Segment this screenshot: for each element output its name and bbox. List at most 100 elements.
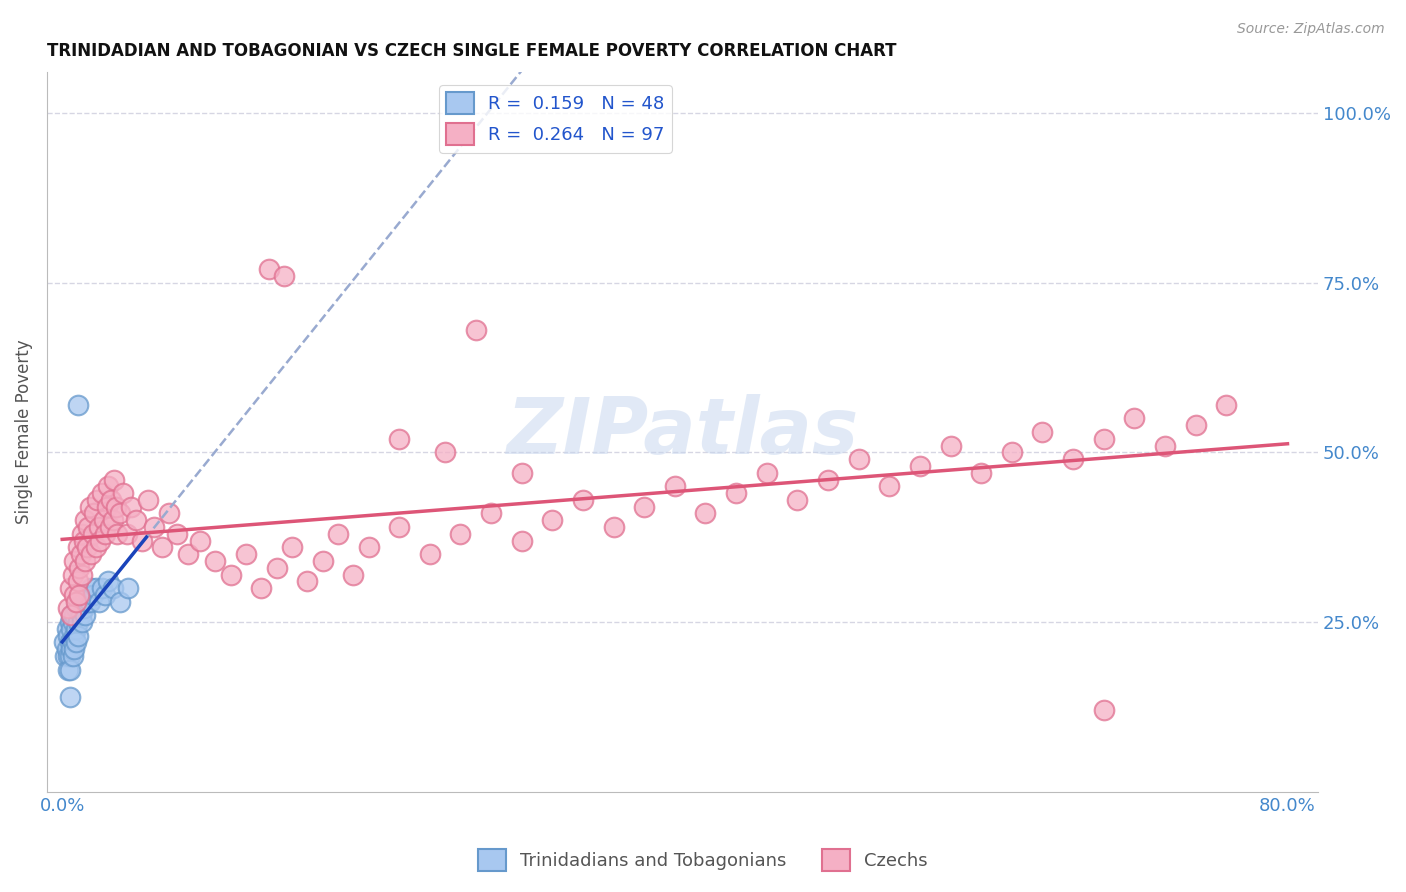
Point	[541, 513, 564, 527]
Point	[104, 500, 127, 514]
Point	[817, 473, 839, 487]
Point	[65, 601, 87, 615]
Point	[120, 500, 142, 514]
Point	[110, 595, 132, 609]
Point	[66, 398, 89, 412]
Point	[89, 533, 111, 548]
Point	[388, 520, 411, 534]
Point	[125, 513, 148, 527]
Point	[53, 648, 76, 663]
Point	[970, 466, 993, 480]
Point	[939, 439, 962, 453]
Point	[101, 581, 124, 595]
Point	[479, 507, 502, 521]
Point	[110, 507, 132, 521]
Point	[602, 520, 624, 534]
Point	[91, 581, 114, 595]
Point	[166, 526, 188, 541]
Point	[219, 567, 242, 582]
Point	[1092, 432, 1115, 446]
Point	[82, 526, 104, 541]
Point	[87, 520, 110, 534]
Point	[664, 479, 686, 493]
Point	[66, 629, 89, 643]
Point	[70, 615, 93, 629]
Point	[1184, 418, 1206, 433]
Point	[67, 601, 90, 615]
Point	[388, 432, 411, 446]
Point	[65, 595, 87, 609]
Point	[69, 547, 91, 561]
Point	[72, 533, 94, 548]
Point	[77, 588, 100, 602]
Point	[101, 513, 124, 527]
Point	[63, 554, 86, 568]
Point	[266, 561, 288, 575]
Point	[58, 629, 80, 643]
Point	[1154, 439, 1177, 453]
Point	[66, 541, 89, 555]
Point	[58, 648, 80, 663]
Point	[67, 588, 90, 602]
Point	[150, 541, 173, 555]
Point	[97, 574, 120, 589]
Point	[59, 663, 82, 677]
Point	[94, 526, 117, 541]
Point	[62, 648, 84, 663]
Point	[755, 466, 778, 480]
Point	[80, 547, 103, 561]
Point	[66, 595, 89, 609]
Point	[786, 492, 808, 507]
Point	[96, 500, 118, 514]
Point	[143, 520, 166, 534]
Point	[117, 581, 139, 595]
Point	[62, 635, 84, 649]
Point	[235, 547, 257, 561]
Point	[1031, 425, 1053, 439]
Point	[1092, 703, 1115, 717]
Point	[59, 635, 82, 649]
Point	[311, 554, 333, 568]
Point	[1062, 452, 1084, 467]
Point	[91, 486, 114, 500]
Point	[848, 452, 870, 467]
Point	[633, 500, 655, 514]
Point	[510, 533, 533, 548]
Point	[1001, 445, 1024, 459]
Point	[58, 663, 80, 677]
Point	[273, 268, 295, 283]
Point	[76, 541, 98, 555]
Point	[93, 513, 115, 527]
Point	[297, 574, 319, 589]
Point	[84, 581, 107, 595]
Point	[84, 541, 107, 555]
Point	[281, 541, 304, 555]
Point	[115, 526, 138, 541]
Point	[60, 642, 83, 657]
Point	[157, 507, 180, 521]
Text: Source: ZipAtlas.com: Source: ZipAtlas.com	[1237, 22, 1385, 37]
Point	[510, 466, 533, 480]
Point	[62, 567, 84, 582]
Point	[82, 588, 104, 602]
Point	[75, 554, 97, 568]
Point	[136, 492, 159, 507]
Point	[112, 486, 135, 500]
Point	[76, 595, 98, 609]
Point	[66, 615, 89, 629]
Point	[69, 608, 91, 623]
Point	[908, 458, 931, 473]
Point	[83, 507, 105, 521]
Point	[257, 262, 280, 277]
Point	[342, 567, 364, 582]
Point	[449, 526, 471, 541]
Point	[60, 622, 83, 636]
Point	[63, 588, 86, 602]
Point	[60, 608, 83, 623]
Legend: R =  0.159   N = 48, R =  0.264   N = 97: R = 0.159 N = 48, R = 0.264 N = 97	[439, 85, 672, 153]
Point	[60, 608, 83, 623]
Point	[80, 581, 103, 595]
Point	[105, 526, 128, 541]
Point	[131, 533, 153, 548]
Point	[97, 479, 120, 493]
